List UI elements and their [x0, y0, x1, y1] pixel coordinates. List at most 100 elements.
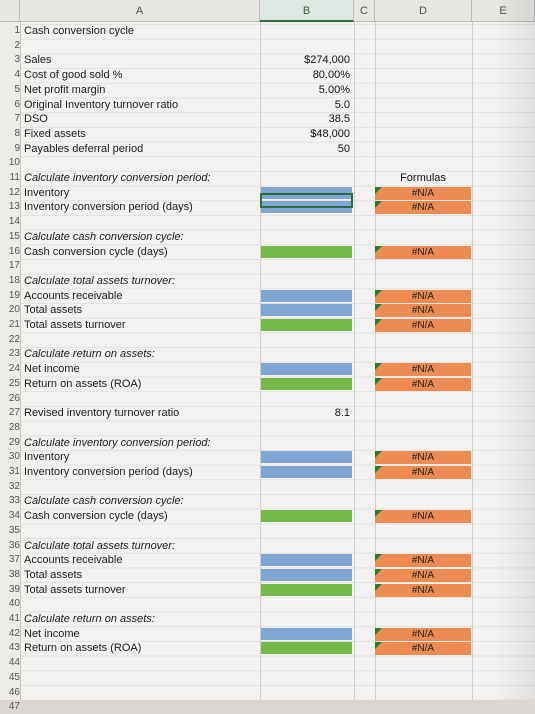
cell-a-label[interactable]: Inventory — [24, 186, 70, 199]
row-number[interactable]: 40 — [8, 598, 20, 610]
cell-b-value[interactable]: 5.0 — [334, 98, 350, 111]
input-cell-blue[interactable] — [261, 451, 352, 464]
cell-a-label[interactable]: Calculate return on assets: — [24, 348, 155, 361]
formula-error-cell[interactable]: #N/A — [375, 186, 471, 200]
input-cell-green[interactable] — [261, 510, 352, 523]
input-cell-blue[interactable] — [261, 554, 352, 567]
row-number[interactable]: 19 — [8, 289, 20, 301]
row-number[interactable]: 9 — [14, 142, 20, 154]
row-number[interactable]: 37 — [8, 554, 20, 566]
formula-error-cell[interactable]: #N/A — [375, 377, 471, 391]
input-cell-blue[interactable] — [261, 466, 352, 478]
row-number[interactable]: 42 — [8, 627, 20, 639]
cell-a-label[interactable]: Net profit margin — [24, 83, 106, 96]
row-number[interactable]: 14 — [8, 216, 20, 228]
active-cell-b12[interactable] — [260, 193, 353, 208]
cell-a-label[interactable]: Original Inventory turnover ratio — [24, 98, 179, 111]
input-cell-blue[interactable] — [261, 186, 352, 199]
row-number[interactable]: 20 — [8, 304, 20, 316]
column-header-c[interactable]: C — [354, 0, 375, 22]
row-number[interactable]: 29 — [8, 436, 20, 448]
formula-error-cell[interactable]: #N/A — [375, 510, 471, 524]
cell-b-value[interactable]: 80.00% — [312, 69, 350, 82]
row-number[interactable]: 26 — [8, 392, 20, 404]
formula-error-cell[interactable]: #N/A — [375, 304, 471, 318]
cell-a-label[interactable]: Total assets turnover — [24, 583, 126, 596]
row-number[interactable]: 31 — [8, 466, 20, 477]
row-number[interactable]: 43 — [8, 642, 20, 654]
cell-a-label[interactable]: Fixed assets — [24, 127, 86, 140]
row-number[interactable]: 44 — [8, 657, 20, 669]
cell-a-label[interactable]: Calculate total assets turnover: — [24, 539, 176, 552]
row-number[interactable]: 3 — [14, 54, 20, 66]
cell-a-label[interactable]: Cash conversion cycle — [24, 25, 135, 37]
cell-a-label[interactable]: Revised inventory turnover ratio — [24, 407, 180, 420]
row-number[interactable]: 10 — [8, 157, 20, 169]
cell-a-label[interactable]: Net income — [24, 627, 80, 640]
cell-a-label[interactable]: Cash conversion cycle (days) — [24, 245, 168, 258]
row-number[interactable]: 17 — [8, 260, 20, 272]
input-cell-blue[interactable] — [261, 363, 352, 376]
formula-error-cell[interactable]: #N/A — [375, 451, 471, 465]
cell-b-value[interactable]: 5.00% — [318, 83, 350, 96]
row-number[interactable]: 24 — [8, 363, 20, 375]
cell-a-label[interactable]: Calculate inventory conversion period: — [24, 436, 211, 449]
cell-b-value[interactable]: 38.5 — [328, 113, 350, 126]
cell-a-label[interactable]: Total assets turnover — [24, 319, 126, 331]
row-number[interactable]: 11 — [9, 172, 20, 183]
formula-error-cell[interactable]: #N/A — [375, 642, 471, 656]
cell-a-label[interactable]: Calculate return on assets: — [24, 613, 155, 625]
formula-error-cell[interactable]: #N/A — [375, 363, 471, 377]
cell-b-value[interactable]: 8.1 — [334, 407, 350, 420]
row-number[interactable]: 34 — [8, 510, 20, 522]
row-number[interactable]: 13 — [8, 201, 20, 213]
cell-b-value[interactable]: $48,000 — [310, 127, 350, 140]
cell-a-label[interactable]: Net income — [24, 363, 80, 376]
cell-a-label[interactable]: Cost of good sold % — [24, 69, 123, 82]
cell-a-label[interactable]: Accounts receivable — [24, 289, 123, 302]
input-cell-blue[interactable] — [261, 289, 352, 302]
row-number[interactable]: 1 — [14, 25, 20, 36]
input-cell-green[interactable] — [261, 642, 352, 655]
formula-error-cell[interactable]: #N/A — [375, 583, 471, 597]
row-number[interactable]: 7 — [14, 113, 20, 125]
cell-a-label[interactable]: DSO — [24, 113, 48, 126]
formula-error-cell[interactable]: #N/A — [375, 289, 471, 303]
row-number[interactable]: 27 — [8, 407, 20, 419]
input-cell-green[interactable] — [261, 583, 352, 596]
row-number[interactable]: 47 — [8, 701, 20, 713]
formula-error-cell[interactable]: #N/A — [375, 466, 471, 479]
formula-error-cell[interactable]: #N/A — [375, 554, 471, 568]
row-number[interactable]: 2 — [14, 39, 20, 51]
row-number[interactable]: 39 — [8, 583, 20, 595]
row-number[interactable]: 30 — [8, 451, 20, 463]
input-cell-green[interactable] — [261, 319, 352, 331]
cell-a-label[interactable]: Inventory — [24, 451, 70, 464]
cell-a-label[interactable]: Total assets — [24, 304, 83, 317]
input-cell-blue[interactable] — [261, 304, 352, 317]
row-number[interactable]: 18 — [8, 274, 20, 286]
row-number[interactable]: 28 — [8, 421, 20, 433]
column-header-d[interactable]: D — [375, 0, 472, 22]
row-number[interactable]: 15 — [8, 230, 20, 242]
row-number[interactable]: 25 — [8, 377, 20, 389]
row-number[interactable]: 6 — [14, 98, 20, 110]
cell-a-label[interactable]: Calculate inventory conversion period: — [24, 172, 211, 184]
row-number[interactable]: 5 — [14, 83, 20, 95]
row-number[interactable]: 22 — [8, 333, 20, 345]
row-number[interactable]: 21 — [8, 319, 20, 330]
row-number[interactable]: 12 — [8, 186, 20, 198]
row-number[interactable]: 8 — [14, 127, 20, 139]
input-cell-green[interactable] — [261, 377, 352, 390]
input-cell-blue[interactable] — [261, 627, 352, 640]
cell-a-label[interactable]: Cash conversion cycle (days) — [24, 510, 168, 523]
row-number[interactable]: 41 — [8, 613, 20, 624]
cell-a-label[interactable]: Calculate cash conversion cycle: — [24, 495, 184, 508]
formula-error-cell[interactable]: #N/A — [375, 201, 471, 215]
cell-a-label[interactable]: Return on assets (ROA) — [24, 642, 142, 655]
cell-a-label[interactable]: Calculate total assets turnover: — [24, 274, 176, 287]
row-number[interactable]: 16 — [8, 245, 20, 257]
cell-a-label[interactable]: Calculate cash conversion cycle: — [24, 230, 184, 243]
formula-error-cell[interactable]: #N/A — [375, 245, 471, 259]
